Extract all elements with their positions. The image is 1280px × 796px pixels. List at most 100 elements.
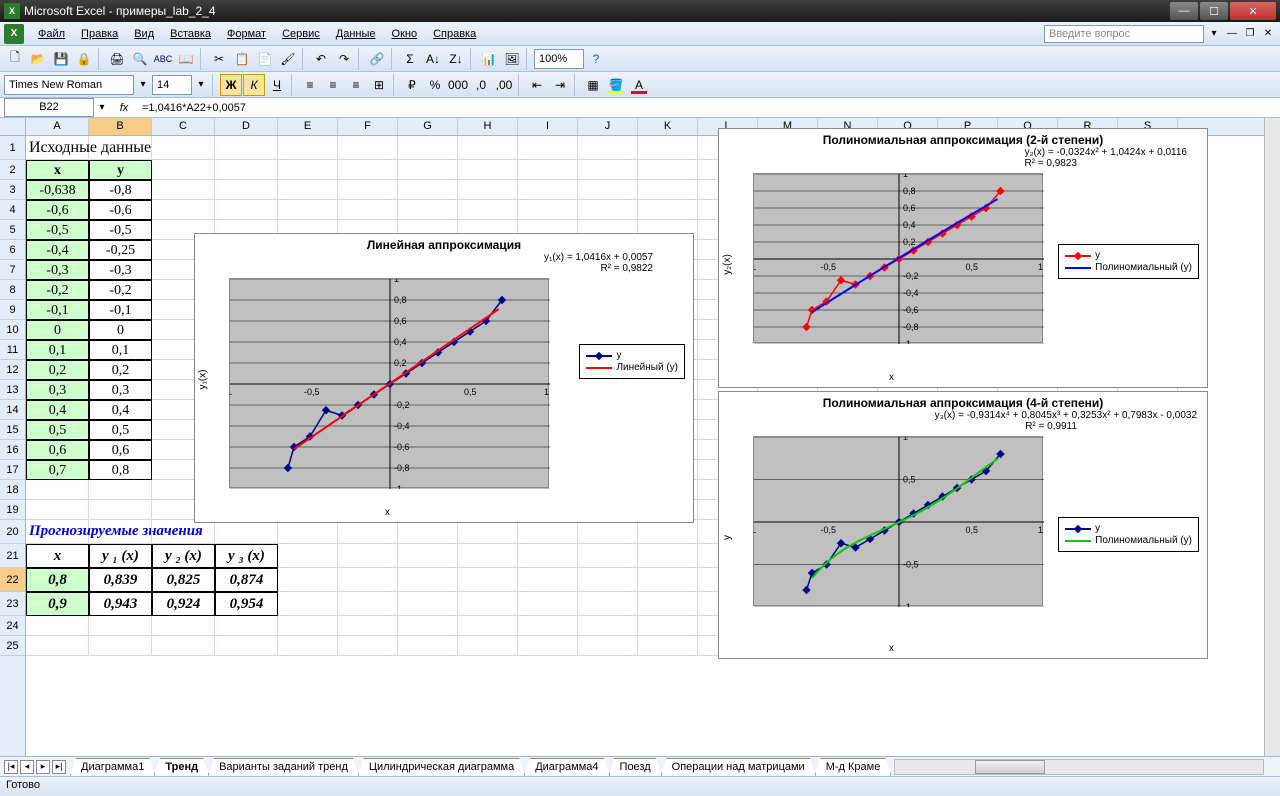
cell-I2[interactable]	[518, 160, 578, 180]
cell-G22[interactable]	[398, 568, 458, 592]
maximize-button[interactable]: ☐	[1200, 2, 1228, 20]
cell-C1[interactable]	[152, 136, 215, 160]
row-header-8[interactable]: 8	[0, 280, 25, 300]
format-painter-button[interactable]: 🖌	[277, 48, 299, 70]
cell-H22[interactable]	[458, 568, 518, 592]
cell-D21[interactable]: y ₃ (x)	[215, 544, 278, 568]
menu-data[interactable]: Данные	[328, 24, 384, 44]
row-header-9[interactable]: 9	[0, 300, 25, 320]
cell-F3[interactable]	[338, 180, 398, 200]
cell-K2[interactable]	[638, 160, 698, 180]
cell-B17[interactable]: 0,8	[89, 460, 152, 480]
zoom-combo[interactable]: 100%	[534, 49, 584, 69]
cell-B6[interactable]: -0,25	[89, 240, 152, 260]
font-name-dropdown-icon[interactable]: ▾	[135, 77, 151, 93]
cell-D1[interactable]	[215, 136, 278, 160]
cell-E22[interactable]	[278, 568, 338, 592]
drawing-button[interactable]: 🖼	[501, 48, 523, 70]
row-header-18[interactable]: 18	[0, 480, 25, 500]
cell-A3[interactable]: -0,638	[26, 180, 89, 200]
cell-G20[interactable]	[398, 520, 458, 544]
close-button[interactable]: ✕	[1230, 2, 1276, 20]
cell-F1[interactable]	[338, 136, 398, 160]
cell-B13[interactable]: 0,3	[89, 380, 152, 400]
cell-F25[interactable]	[338, 636, 398, 656]
underline-button[interactable]: Ч	[266, 74, 288, 96]
select-all-corner[interactable]	[0, 118, 25, 136]
menu-format[interactable]: Формат	[219, 24, 274, 44]
column-header-F[interactable]: F	[338, 118, 398, 135]
cell-H4[interactable]	[458, 200, 518, 220]
cell-H24[interactable]	[458, 616, 518, 636]
cell-H3[interactable]	[458, 180, 518, 200]
column-header-K[interactable]: K	[638, 118, 698, 135]
cell-B11[interactable]: 0,1	[89, 340, 152, 360]
cell-H2[interactable]	[458, 160, 518, 180]
cell-J3[interactable]	[578, 180, 638, 200]
sheet-tab[interactable]: Диаграмма1	[70, 758, 155, 776]
cell-B25[interactable]	[89, 636, 152, 656]
chart-poly2-approx[interactable]: Полиномиальная аппроксимация (2-й степен…	[718, 128, 1208, 388]
cell-A15[interactable]: 0,5	[26, 420, 89, 440]
row-header-13[interactable]: 13	[0, 380, 25, 400]
column-header-E[interactable]: E	[278, 118, 338, 135]
cell-A7[interactable]: -0,3	[26, 260, 89, 280]
increase-indent-button[interactable]: ⇥	[549, 74, 571, 96]
cell-A20[interactable]: Прогнозируемые значения	[26, 520, 89, 544]
sheet-tab[interactable]: Поезд	[609, 758, 662, 776]
cell-B9[interactable]: -0,1	[89, 300, 152, 320]
decrease-indent-button[interactable]: ⇤	[526, 74, 548, 96]
cell-J20[interactable]	[578, 520, 638, 544]
cell-K20[interactable]	[638, 520, 698, 544]
cell-J23[interactable]	[578, 592, 638, 616]
cell-I3[interactable]	[518, 180, 578, 200]
horizontal-scrollbar[interactable]	[894, 759, 1264, 775]
cell-A22[interactable]: 0,8	[26, 568, 89, 592]
row-header-7[interactable]: 7	[0, 260, 25, 280]
cell-B20[interactable]	[89, 520, 152, 544]
italic-button[interactable]: К	[243, 74, 265, 96]
cell-B3[interactable]: -0,8	[89, 180, 152, 200]
name-box[interactable]: B22	[4, 98, 94, 117]
align-left-button[interactable]: ≡	[299, 74, 321, 96]
cell-B16[interactable]: 0,6	[89, 440, 152, 460]
cell-A4[interactable]: -0,6	[26, 200, 89, 220]
column-header-A[interactable]: A	[26, 118, 89, 135]
cell-C2[interactable]	[152, 160, 215, 180]
cell-B21[interactable]: y ₁ (x)	[89, 544, 152, 568]
cell-A13[interactable]: 0,3	[26, 380, 89, 400]
sheet-tab[interactable]: Операции над матрицами	[661, 758, 816, 776]
cut-button[interactable]: ✂	[208, 48, 230, 70]
print-button[interactable]: 🖨	[106, 48, 128, 70]
row-header-12[interactable]: 12	[0, 360, 25, 380]
bold-button[interactable]: Ж	[220, 74, 242, 96]
minimize-button[interactable]: —	[1170, 2, 1198, 20]
cell-B22[interactable]: 0,839	[89, 568, 152, 592]
row-header-22[interactable]: 22	[0, 568, 25, 592]
sheet-tab[interactable]: Диаграмма4	[524, 758, 609, 776]
cell-E4[interactable]	[278, 200, 338, 220]
sheet-tab[interactable]: Цилиндрическая диаграмма	[358, 758, 525, 776]
menu-service[interactable]: Сервис	[274, 24, 328, 44]
cell-E24[interactable]	[278, 616, 338, 636]
cell-B15[interactable]: 0,5	[89, 420, 152, 440]
cell-B18[interactable]	[89, 480, 152, 500]
autosum-button[interactable]: Σ	[399, 48, 421, 70]
cell-I1[interactable]	[518, 136, 578, 160]
new-button[interactable]: 🗋	[4, 48, 26, 70]
row-header-11[interactable]: 11	[0, 340, 25, 360]
cell-G24[interactable]	[398, 616, 458, 636]
copy-button[interactable]: 📋	[231, 48, 253, 70]
increase-decimal-button[interactable]: ,0	[470, 74, 492, 96]
cell-J1[interactable]	[578, 136, 638, 160]
cell-B10[interactable]: 0	[89, 320, 152, 340]
cell-G21[interactable]	[398, 544, 458, 568]
row-header-3[interactable]: 3	[0, 180, 25, 200]
cell-A17[interactable]: 0,7	[26, 460, 89, 480]
row-header-14[interactable]: 14	[0, 400, 25, 420]
cell-F24[interactable]	[338, 616, 398, 636]
cell-B12[interactable]: 0,2	[89, 360, 152, 380]
cell-G3[interactable]	[398, 180, 458, 200]
cell-A25[interactable]	[26, 636, 89, 656]
chart-linear-approx[interactable]: Линейная аппроксимация y₁(x) = 1,0416x +…	[194, 233, 694, 523]
